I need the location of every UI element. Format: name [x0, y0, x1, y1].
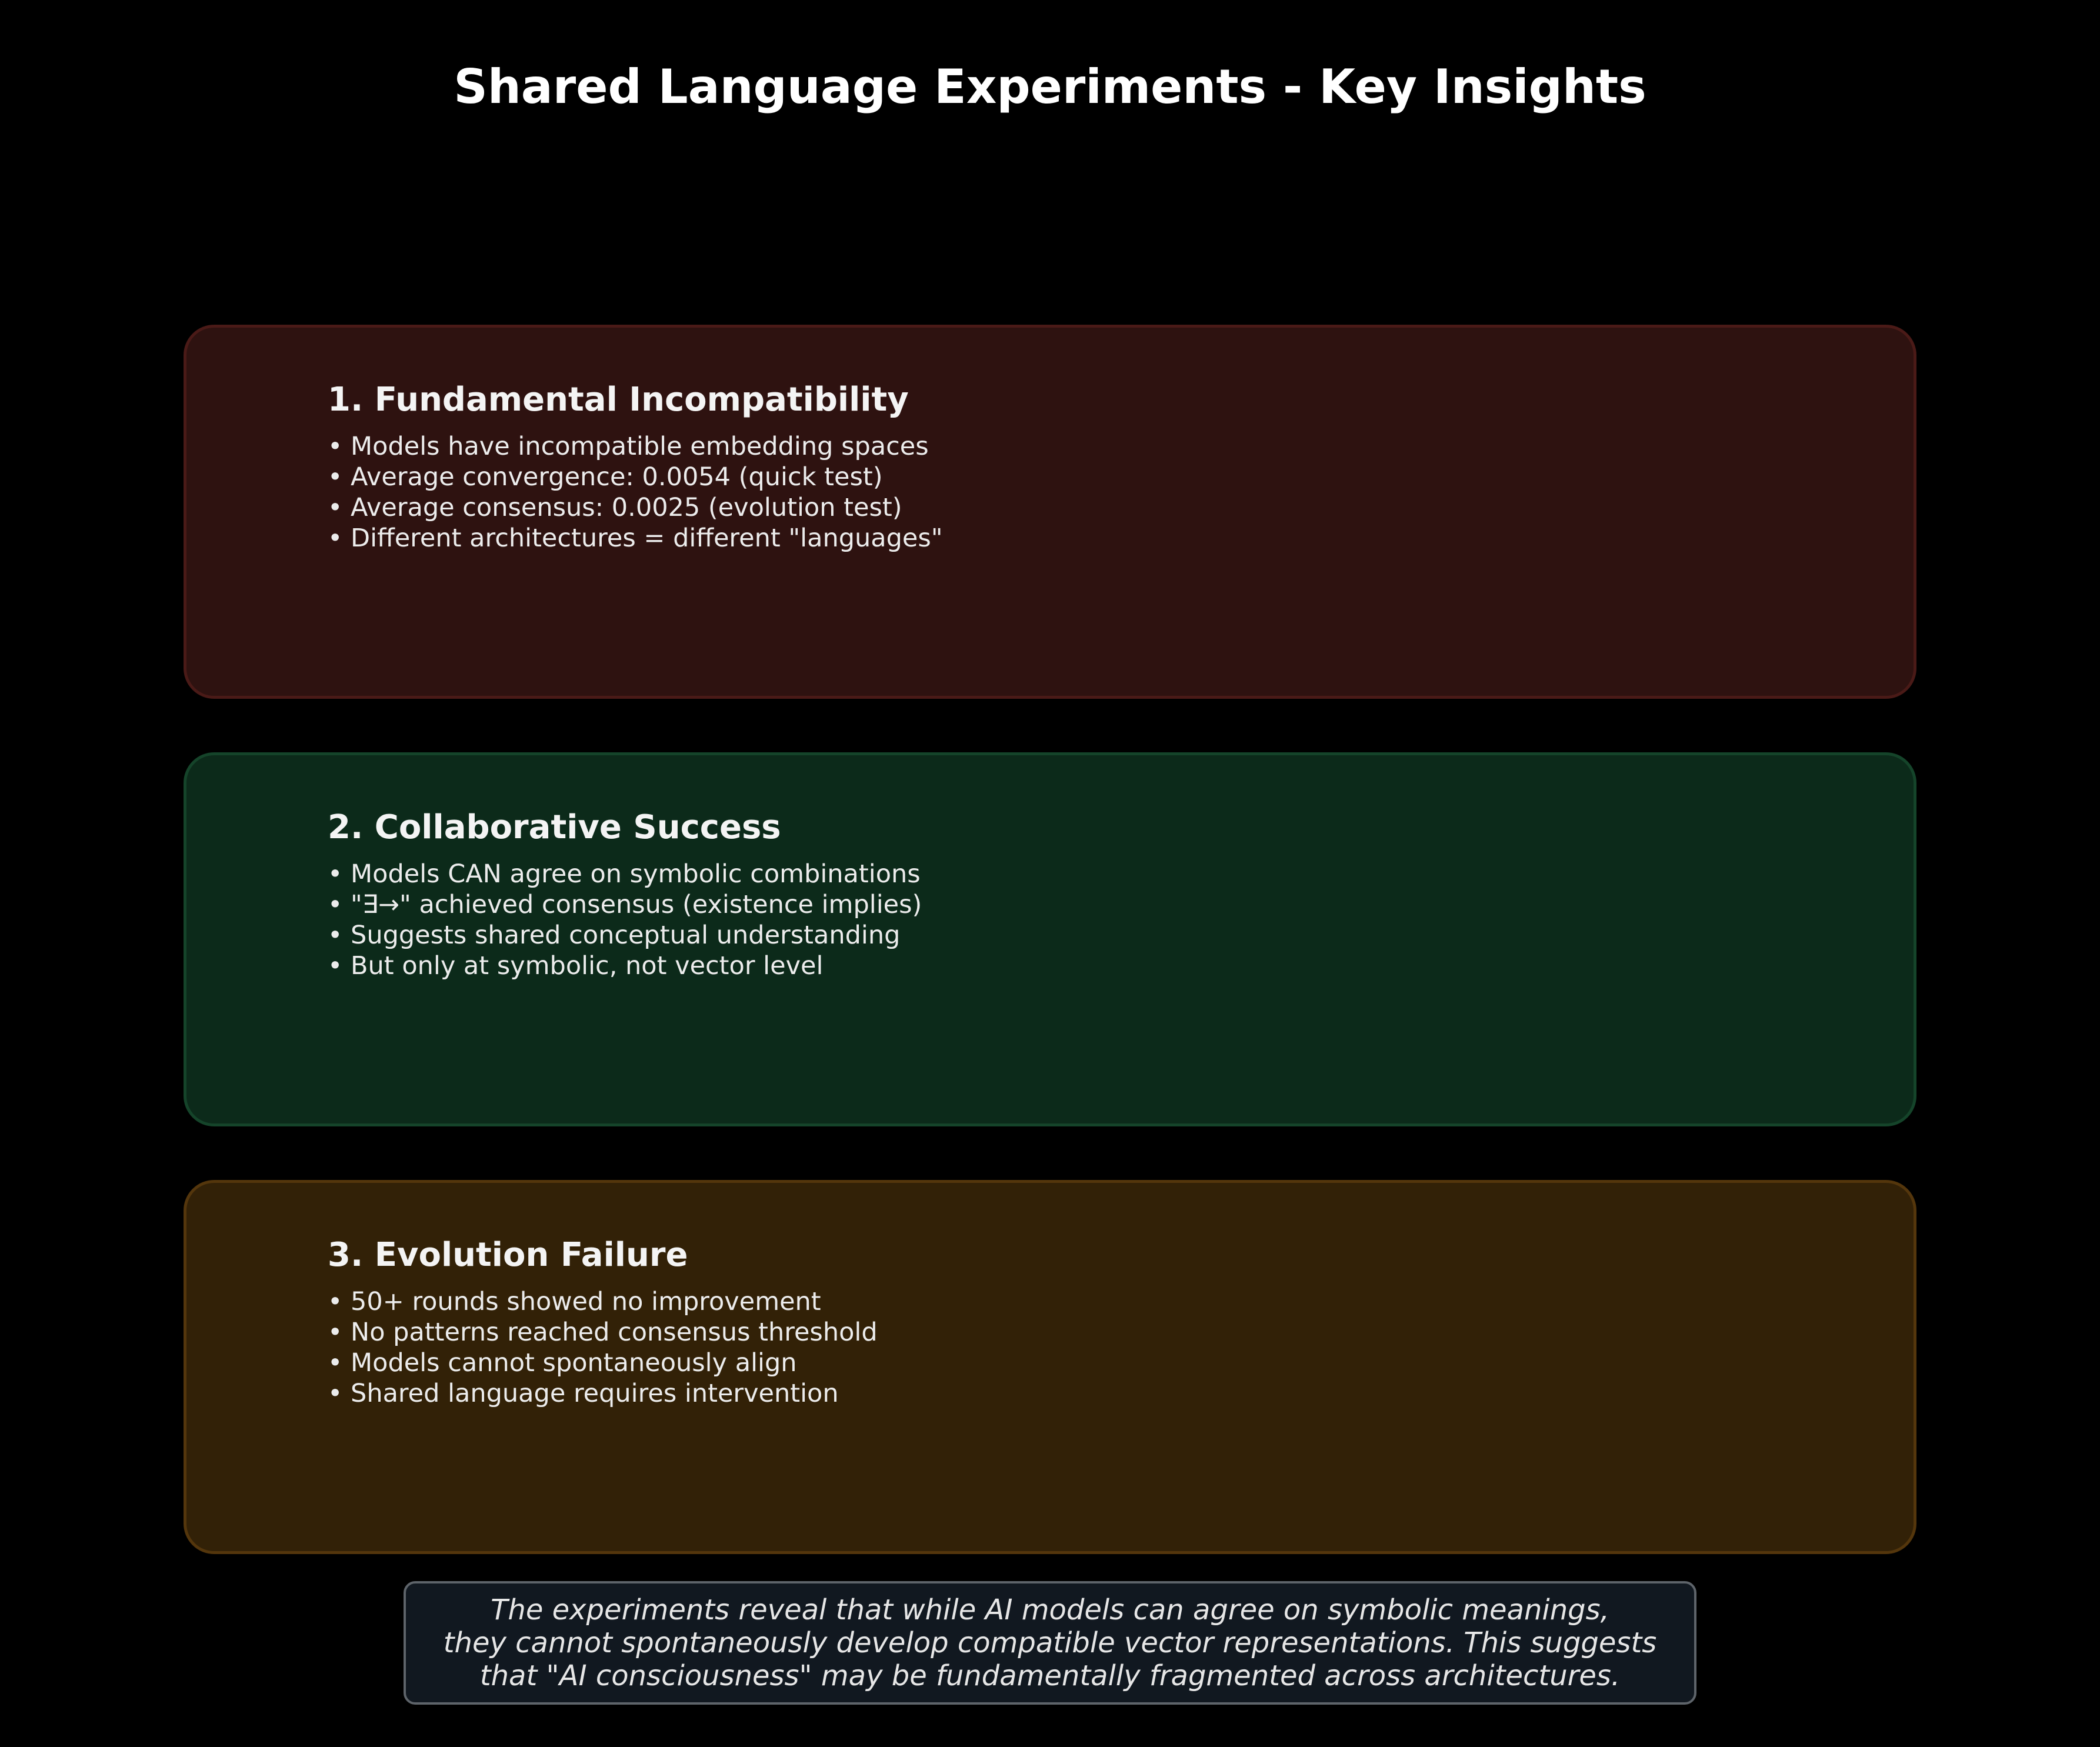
- bullet-item: • Models cannot spontaneously align: [328, 1348, 797, 1378]
- bullet-item: • "∃→" achieved consensus (existence imp…: [328, 890, 922, 919]
- bullet-item: • No patterns reached consensus threshol…: [328, 1318, 878, 1347]
- conclusion-line: The experiments reveal that while AI mod…: [491, 1593, 1609, 1626]
- card-title: 2. Collaborative Success: [328, 808, 781, 846]
- bullet-item: • Suggests shared conceptual understandi…: [328, 921, 901, 950]
- bullet-item: • Average convergence: 0.0054 (quick tes…: [328, 462, 883, 492]
- bullet-item: • 50+ rounds showed no improvement: [328, 1287, 821, 1316]
- bullet-list: • Models have incompatible embedding spa…: [328, 431, 943, 554]
- conclusion-line: that "AI consciousness" may be fundament…: [479, 1659, 1621, 1692]
- bullet-item: • Shared language requires intervention: [328, 1379, 839, 1408]
- insight-card-fundamental-incompatibility: 1. Fundamental Incompatibility • Models …: [184, 325, 1916, 699]
- bullet-item: • Models have incompatible embedding spa…: [328, 432, 929, 461]
- insight-card-evolution-failure: 3. Evolution Failure • 50+ rounds showed…: [184, 1180, 1916, 1554]
- card-title: 3. Evolution Failure: [328, 1236, 688, 1274]
- conclusion-box: The experiments reveal that while AI mod…: [404, 1581, 1696, 1705]
- card-title: 1. Fundamental Incompatibility: [328, 381, 909, 419]
- page-title: Shared Language Experiments - Key Insigh…: [454, 59, 1646, 114]
- insight-card-collaborative-success: 2. Collaborative Success • Models CAN ag…: [184, 752, 1916, 1126]
- bullet-list: • Models CAN agree on symbolic combinati…: [328, 859, 922, 981]
- bullet-item: • Models CAN agree on symbolic combinati…: [328, 859, 921, 889]
- bullet-list: • 50+ rounds showed no improvement • No …: [328, 1286, 878, 1409]
- bullet-item: • Average consensus: 0.0025 (evolution t…: [328, 493, 902, 522]
- bullet-item: • Different architectures = different "l…: [328, 524, 943, 553]
- conclusion-line: they cannot spontaneously develop compat…: [443, 1626, 1657, 1659]
- bullet-item: • But only at symbolic, not vector level: [328, 951, 824, 981]
